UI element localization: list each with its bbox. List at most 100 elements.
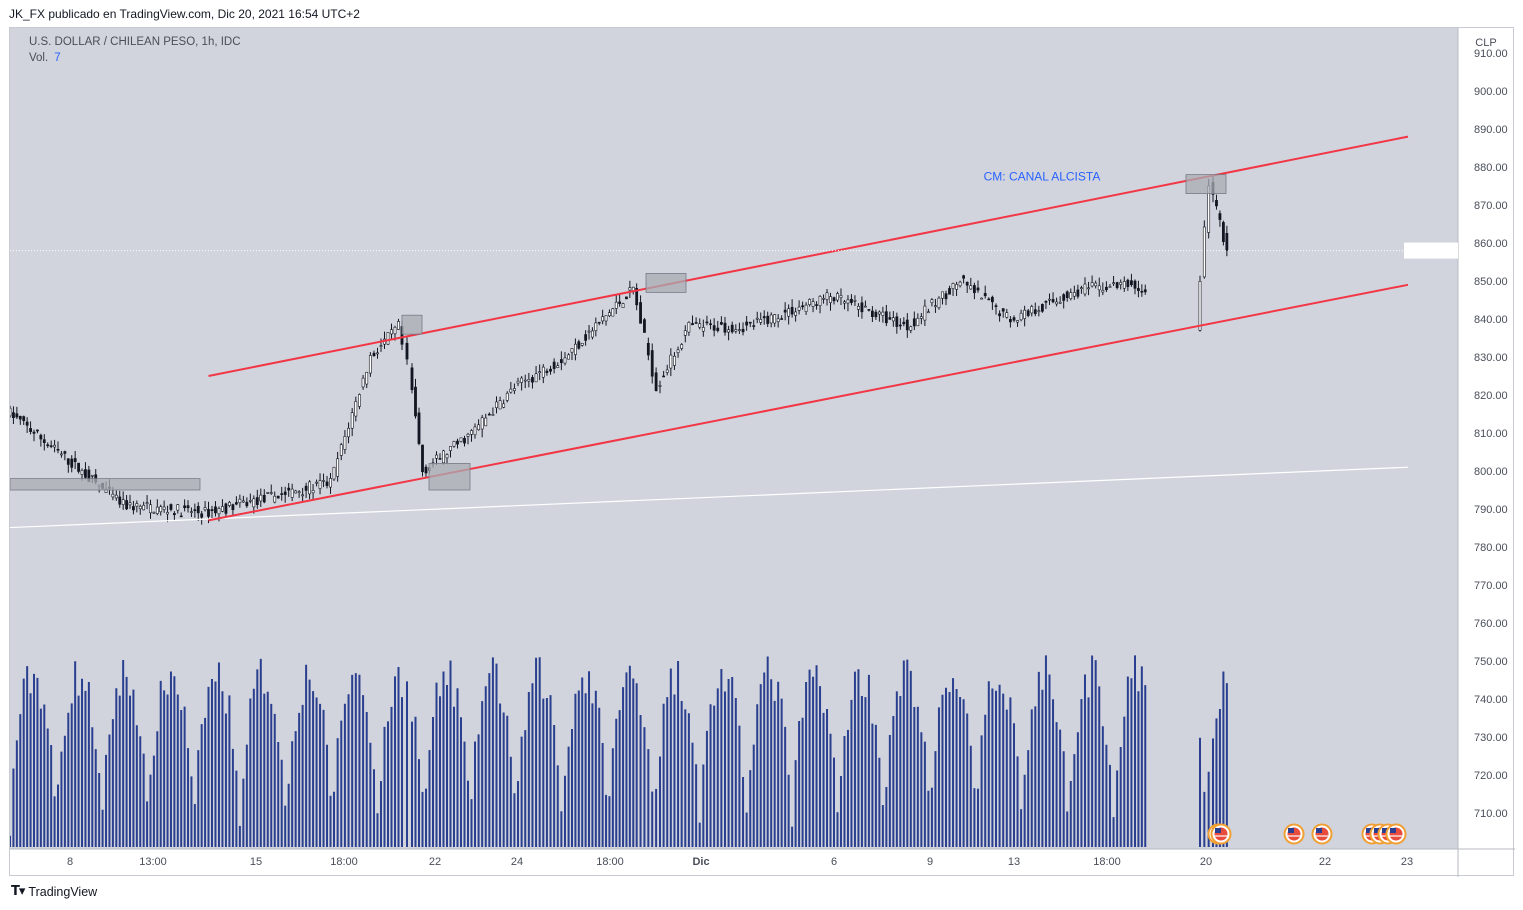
y-tick-label: 860.00: [1474, 238, 1508, 250]
candle-body: [980, 297, 984, 300]
y-tick-label: 830.00: [1474, 352, 1508, 364]
candle-body: [965, 281, 969, 286]
candle-body: [639, 302, 642, 324]
currency-label: CLP: [1475, 37, 1496, 49]
candle-body: [132, 506, 135, 511]
us-flag-event-icon[interactable]: [1210, 823, 1232, 845]
candle-body: [200, 513, 204, 518]
candle-body: [902, 321, 906, 325]
candle-body: [135, 503, 139, 507]
candle-body: [577, 341, 581, 349]
candle-body: [811, 301, 815, 307]
candle-body: [207, 509, 210, 517]
candle-body: [694, 322, 698, 324]
y-tick-label: 800.00: [1474, 466, 1508, 478]
candle-body: [183, 505, 187, 509]
candle-body: [1218, 213, 1222, 220]
y-tick-label: 890.00: [1474, 124, 1508, 136]
us-flag-event-icon[interactable]: [1283, 823, 1305, 845]
y-tick-label: 730.00: [1474, 732, 1508, 744]
candle-body: [625, 296, 628, 300]
candle-body: [435, 454, 438, 459]
candle-body: [36, 429, 39, 432]
candle-body: [329, 478, 332, 488]
candle-body: [125, 500, 129, 510]
candle-body: [1076, 289, 1080, 297]
candle-body: [318, 480, 322, 489]
candle-body: [463, 438, 466, 444]
candle-body: [955, 284, 958, 290]
candle-body: [1005, 312, 1009, 318]
candle-body: [162, 506, 166, 510]
candle-body: [990, 296, 994, 303]
candle-body: [797, 306, 801, 311]
candle-body: [390, 329, 393, 335]
event-icon-canton: [1316, 828, 1322, 833]
us-flag-event-icon[interactable]: [1385, 823, 1407, 845]
y-tick-label: 780.00: [1474, 542, 1508, 554]
candle-body: [884, 311, 888, 324]
candle-body: [881, 311, 885, 316]
x-tick-label: 24: [511, 856, 523, 868]
candle-body: [179, 515, 183, 518]
candle-body: [719, 322, 723, 325]
candle-body: [846, 299, 850, 304]
candle-body: [149, 504, 152, 514]
volume-legend: Vol. 7: [29, 52, 61, 64]
candle-body: [801, 305, 804, 308]
candle-body: [730, 324, 734, 333]
candle-body: [937, 297, 941, 308]
y-tick-label: 810.00: [1474, 428, 1508, 440]
chart-frame[interactable]: CM: CANAL ALCISTA CLP 910.00 900.00 890.00 8…: [9, 27, 1515, 877]
candle-body: [10, 407, 12, 417]
candle-body: [650, 350, 654, 377]
candle-body: [734, 329, 738, 332]
candle-body: [905, 319, 909, 331]
economic-events[interactable]: [1207, 823, 1407, 845]
candle-body: [445, 454, 449, 459]
candle-body: [680, 344, 684, 349]
candle-body: [976, 287, 980, 291]
event-icon-canton: [1374, 828, 1380, 833]
time-axis[interactable]: 8 13:00 15 18:00 22 24 18:00 Dic 6 9 13 18:00 20 22 23: [67, 856, 1413, 868]
candle-body: [224, 503, 228, 514]
candle-body: [405, 342, 409, 360]
candle-body: [567, 354, 571, 360]
candle-body: [1051, 299, 1055, 303]
candle-body: [1062, 294, 1066, 301]
footer-brand[interactable]: T▾ TradingView: [11, 884, 97, 899]
x-tick-label: 6: [831, 856, 837, 868]
candle-body: [923, 305, 927, 321]
candle-body: [372, 352, 376, 357]
us-flag-event-icon[interactable]: [1311, 823, 1333, 845]
candle-body: [308, 481, 311, 495]
candle-body: [421, 444, 424, 473]
plot-area[interactable]: [10, 28, 1458, 849]
candle-body: [262, 494, 266, 503]
symbol-legend: U.S. DOLLAR / CHILEAN PESO, 1h, IDC: [29, 36, 241, 48]
candle-body: [698, 323, 702, 328]
candle-body: [635, 288, 639, 306]
candle-body: [159, 506, 163, 513]
candle-body: [442, 450, 445, 464]
candle-body: [84, 469, 87, 478]
candle-body: [315, 481, 318, 484]
candle-body: [1126, 279, 1130, 287]
candle-body: [1097, 285, 1101, 291]
candle-body: [513, 388, 516, 391]
candle-body: [142, 504, 146, 511]
y-tick-label: 790.00: [1474, 504, 1508, 516]
candle-body: [449, 446, 452, 451]
candle-body: [601, 316, 605, 322]
candle-body: [502, 403, 506, 408]
support-resistance-zone: [1185, 174, 1227, 195]
candle-body: [347, 428, 350, 438]
candle-body: [857, 305, 860, 310]
candle-body: [18, 415, 22, 420]
candle-body: [361, 377, 365, 388]
candle-body: [983, 293, 987, 297]
candle-body: [556, 365, 560, 368]
candle-body: [498, 400, 502, 410]
